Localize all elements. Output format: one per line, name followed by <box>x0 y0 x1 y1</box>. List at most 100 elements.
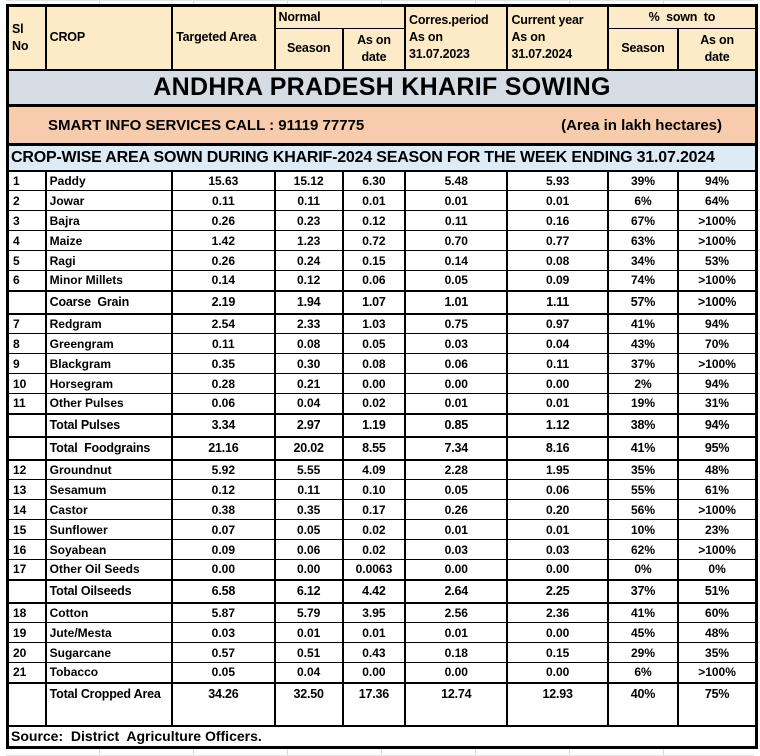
cell-normal-as-on-date: 0.01 <box>341 190 407 211</box>
cell-pct-season: 62% <box>606 539 680 560</box>
cell-normal-season: 0.08 <box>273 333 344 354</box>
table-row: 16 Soyabean 0.09 0.06 0.02 0.03 0.03 62% >100% <box>6 539 758 560</box>
cell-pct-season: 37% <box>606 353 680 374</box>
cell-pct-as-on-date: >100% <box>677 289 758 315</box>
contact-info: SMART INFO SERVICES CALL : 91119 77775 <box>48 116 365 134</box>
cell-normal-as-on-date: 0.17 <box>341 499 407 520</box>
table-row: 10 Horsegram 0.28 0.21 0.00 0.00 0.00 2% 94% <box>6 373 758 394</box>
cell-pct-season: 41% <box>606 435 680 461</box>
cell-crop-name: Total Cropped Area <box>44 681 174 727</box>
subtitle-bar: SMART INFO SERVICES CALL : 91119 77775 (… <box>6 105 758 146</box>
source-note-cell: Source: District Agriculture Officers. <box>6 724 758 748</box>
cell-sl-no: 17 <box>6 559 47 580</box>
cell-normal-as-on-date: 0.00 <box>341 373 407 394</box>
table-row: 2 Jowar 0.11 0.11 0.01 0.01 0.01 6% 64% <box>6 190 758 211</box>
cell-sl-no: 9 <box>6 353 47 374</box>
cell-crop-name: Other Oil Seeds <box>44 559 174 580</box>
cell-targeted-area: 3.34 <box>171 412 276 438</box>
summary-row: Total Cropped Area 34.26 32.50 17.36 12.74 12… <box>6 681 758 727</box>
cell-corres-period: 0.70 <box>404 230 509 251</box>
cell-pct-as-on-date: 51% <box>677 578 758 604</box>
cell-sl-no <box>6 412 47 438</box>
cell-corres-period: 0.03 <box>404 333 509 354</box>
cell-pct-season: 41% <box>606 602 680 623</box>
cell-sl-no: 4 <box>6 230 47 251</box>
cell-crop-name: Total Pulses <box>44 412 174 438</box>
table-row: 3 Bajra 0.26 0.23 0.12 0.11 0.16 67% >100% <box>6 210 758 231</box>
cell-corres-period: 0.26 <box>404 499 509 520</box>
cell-current-year: 8.16 <box>506 435 609 461</box>
cell-current-year: 0.00 <box>506 373 609 394</box>
cell-corres-period: 0.01 <box>404 393 509 414</box>
cell-pct-season: 38% <box>606 412 680 438</box>
cell-targeted-area: 0.05 <box>171 662 276 683</box>
col-header-crop: CROP <box>44 5 174 70</box>
cell-pct-season: 55% <box>606 479 680 500</box>
cell-pct-as-on-date: 48% <box>677 459 758 480</box>
cell-normal-season: 0.51 <box>273 642 344 663</box>
cell-corres-period: 0.00 <box>404 559 509 580</box>
cell-crop-name: Cotton <box>44 602 174 623</box>
cell-sl-no: 21 <box>6 662 47 683</box>
cell-pct-as-on-date: 0% <box>677 559 758 580</box>
cell-normal-as-on-date: 0.01 <box>341 622 407 643</box>
cell-pct-as-on-date: 95% <box>677 435 758 461</box>
cell-normal-season: 0.01 <box>273 622 344 643</box>
unit-note: (Area in lakh hectares) <box>561 116 722 134</box>
cell-pct-season: 2% <box>606 373 680 394</box>
cell-current-year: 12.93 <box>506 681 609 727</box>
col-header-current-year: Current year As on 31.07.2024 <box>506 5 609 70</box>
cell-sl-no: 13 <box>6 479 47 500</box>
table-row: 6 Minor Millets 0.14 0.12 0.06 0.05 0.09 74% >10… <box>6 270 758 291</box>
cell-targeted-area: 6.58 <box>171 578 276 604</box>
cell-normal-as-on-date: 0.02 <box>341 393 407 414</box>
cell-normal-as-on-date: 0.0063 <box>341 559 407 580</box>
cell-current-year: 1.12 <box>506 412 609 438</box>
cell-targeted-area: 0.26 <box>171 250 276 271</box>
cell-current-year: 0.97 <box>506 313 609 334</box>
cell-crop-name: Jowar <box>44 190 174 211</box>
cell-corres-period: 0.14 <box>404 250 509 271</box>
cell-current-year: 0.09 <box>506 270 609 291</box>
cell-sl-no: 6 <box>6 270 47 291</box>
cell-normal-season: 0.23 <box>273 210 344 231</box>
cell-pct-as-on-date: 35% <box>677 642 758 663</box>
cell-corres-period: 0.06 <box>404 353 509 374</box>
cell-pct-season: 40% <box>606 681 680 727</box>
cell-pct-as-on-date: >100% <box>677 210 758 231</box>
cell-corres-period: 0.01 <box>404 519 509 540</box>
cell-pct-season: 39% <box>606 169 680 191</box>
cell-corres-period: 5.48 <box>404 169 509 191</box>
cell-corres-period: 2.28 <box>404 459 509 480</box>
cell-pct-season: 10% <box>606 519 680 540</box>
cell-normal-as-on-date: 0.08 <box>341 353 407 374</box>
cell-normal-as-on-date: 0.02 <box>341 539 407 560</box>
cell-crop-name: Bajra <box>44 210 174 231</box>
spreadsheet-gridlines-top <box>6 0 754 4</box>
cell-pct-season: 6% <box>606 662 680 683</box>
cell-normal-as-on-date: 1.07 <box>341 289 407 315</box>
cell-current-year: 0.20 <box>506 499 609 520</box>
cell-pct-as-on-date: 94% <box>677 313 758 334</box>
cell-targeted-area: 0.26 <box>171 210 276 231</box>
cell-crop-name: Ragi <box>44 250 174 271</box>
cell-sl-no: 16 <box>6 539 47 560</box>
cell-pct-as-on-date: 31% <box>677 393 758 414</box>
cell-crop-name: Redgram <box>44 313 174 334</box>
cell-sl-no: 1 <box>6 169 47 191</box>
cell-corres-period: 0.05 <box>404 479 509 500</box>
cell-targeted-area: 0.00 <box>171 559 276 580</box>
summary-row: Total Foodgrains 21.16 20.02 8.55 7.34 8.16 41… <box>6 435 758 461</box>
cell-current-year: 0.01 <box>506 519 609 540</box>
cell-corres-period: 0.01 <box>404 190 509 211</box>
cell-crop-name: Castor <box>44 499 174 520</box>
cell-normal-as-on-date: 0.72 <box>341 230 407 251</box>
cell-crop-name: Groundnut <box>44 459 174 480</box>
table-row: 5 Ragi 0.26 0.24 0.15 0.14 0.08 34% 53% <box>6 250 758 271</box>
cell-crop-name: Total Foodgrains <box>44 435 174 461</box>
cell-crop-name: Sugarcane <box>44 642 174 663</box>
cell-normal-season: 20.02 <box>273 435 344 461</box>
table-row: 18 Cotton 5.87 5.79 3.95 2.56 2.36 41% 60% <box>6 602 758 623</box>
table-row: 7 Redgram 2.54 2.33 1.03 0.75 0.97 41% 94% <box>6 313 758 334</box>
cell-corres-period: 0.00 <box>404 373 509 394</box>
